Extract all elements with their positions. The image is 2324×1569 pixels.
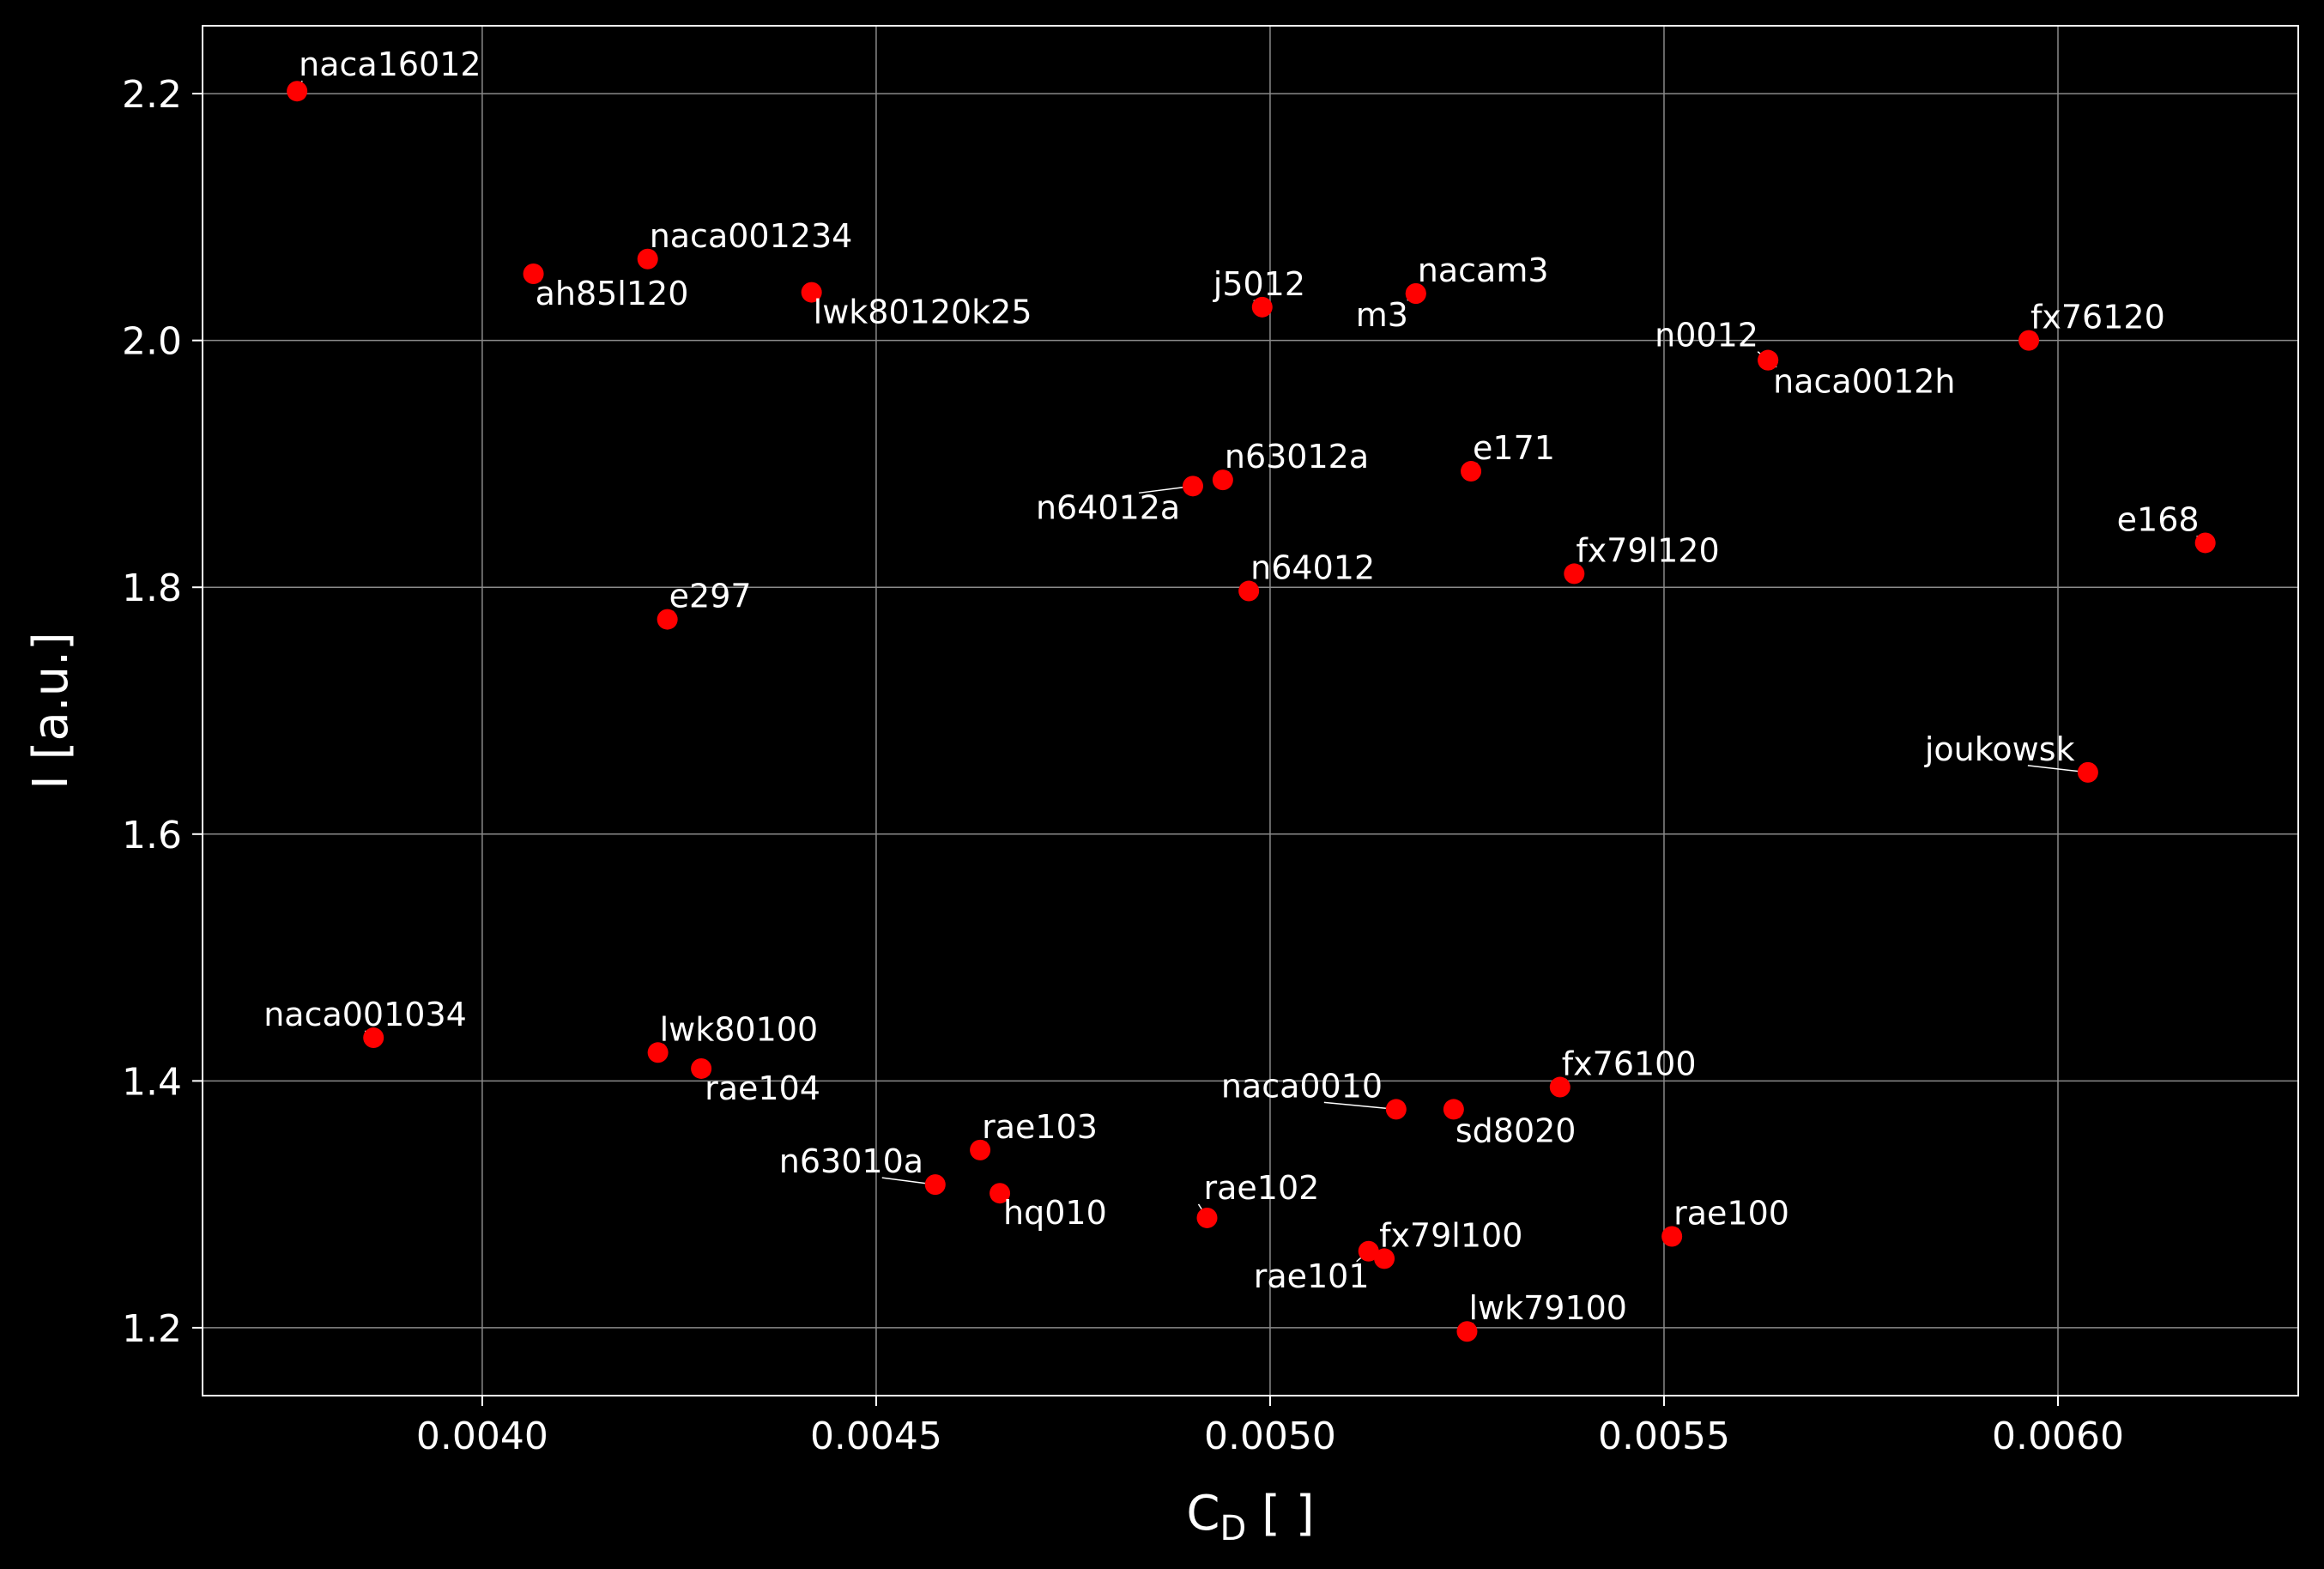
data-point [924, 1174, 946, 1196]
data-point [1182, 476, 1203, 497]
data-point [2018, 330, 2040, 351]
point-label: e171 [1473, 429, 1555, 467]
label-arrow [1407, 299, 1408, 301]
point-label: n0012 [1655, 317, 1758, 354]
point-label: fx76100 [1562, 1045, 1697, 1083]
point-label: rae104 [705, 1069, 820, 1107]
label-arrow [881, 1177, 925, 1184]
x-tick-label: 0.0045 [810, 1415, 942, 1458]
point-label: fx79l100 [1379, 1216, 1522, 1254]
point-label: naca16012 [299, 45, 481, 83]
data-point [2077, 761, 2098, 783]
point-label: rae100 [1673, 1195, 1789, 1233]
point-label: e297 [669, 578, 752, 615]
label-arrow [1356, 1257, 1362, 1263]
data-point [1405, 283, 1426, 305]
x-axis-label-suffix: [ ] [1246, 1486, 1314, 1542]
point-label: n63010a [779, 1142, 923, 1180]
data-point [523, 264, 544, 285]
point-label: rae102 [1204, 1169, 1320, 1207]
data-point [1461, 461, 1482, 482]
point-label: lwk79100 [1468, 1289, 1627, 1327]
point-label: e168 [2117, 500, 2200, 538]
point-labels: naca16012 ah85l120 naca001234 lwk80120k25 j5… [263, 45, 2199, 1327]
point-label: n64012 [1250, 549, 1375, 587]
y-tick-label: 1.4 [122, 1060, 182, 1104]
point-label: fx79l120 [1576, 531, 1719, 569]
data-point [1196, 1207, 1218, 1228]
data-point [1385, 1099, 1407, 1120]
data-point [1456, 1321, 1478, 1342]
x-tick-label: 0.0055 [1598, 1415, 1730, 1458]
point-label: sd8020 [1456, 1112, 1577, 1149]
x-axis-label-main: C [1186, 1486, 1219, 1542]
point-label: naca0010 [1221, 1067, 1383, 1105]
data-point [1238, 580, 1260, 602]
axis-ticks: 0.0040 0.0045 0.0050 0.0055 0.0060 1.2 1.4 1.6 1… [122, 73, 2124, 1458]
y-tick-label: 1.6 [122, 814, 182, 857]
label-arrow [1138, 487, 1183, 494]
data-point [647, 1042, 669, 1063]
point-label: nacam3 [1418, 251, 1549, 289]
data-point [2194, 532, 2216, 554]
data-point [1758, 349, 1779, 371]
plot-frame [202, 25, 2299, 1396]
point-label: j5012 [1213, 265, 1305, 303]
label-arrow [1757, 351, 1761, 354]
label-arrow [2027, 765, 2079, 772]
x-axis-label-subscript: D [1220, 1509, 1247, 1548]
data-point [1251, 296, 1273, 318]
data-point [801, 282, 822, 303]
data-point [1549, 1076, 1571, 1098]
x-tick-label: 0.0060 [1992, 1415, 2124, 1458]
data-point [1212, 469, 1233, 491]
data-point [1564, 563, 1585, 585]
point-label: joukowsk [1924, 730, 2075, 768]
data-point [1358, 1240, 1379, 1262]
point-label: n63012a [1225, 438, 1369, 476]
y-tick-label: 1.2 [122, 1307, 182, 1351]
point-label: naca001234 [650, 217, 853, 255]
point-label: m3 [1356, 296, 1408, 334]
data-point [1661, 1226, 1683, 1247]
point-label: n64012a [1036, 488, 1180, 526]
label-arrow [1197, 1203, 1202, 1210]
data-point [691, 1057, 712, 1079]
point-label: naca0012h [1773, 363, 1955, 401]
label-arrow [364, 1030, 366, 1033]
data-point [637, 248, 658, 270]
point-label: rae103 [982, 1108, 1098, 1146]
label-arrow [1323, 1101, 1386, 1110]
data-point [990, 1183, 1011, 1204]
x-axis-label: CD [ ] [1186, 1486, 1314, 1548]
point-label: naca001034 [263, 996, 467, 1033]
data-point [363, 1027, 384, 1049]
data-point [657, 609, 678, 630]
x-tick-label: 0.0040 [416, 1415, 548, 1458]
data-point [970, 1139, 991, 1160]
data-points [287, 81, 2216, 1342]
point-label: fx76120 [2030, 299, 2165, 336]
point-label: ah85l120 [536, 275, 689, 312]
data-point [1443, 1099, 1464, 1120]
data-point [287, 81, 308, 102]
label-arrow [1253, 300, 1255, 301]
y-tick-label: 1.8 [122, 566, 182, 610]
y-tick-label: 2.2 [122, 73, 182, 117]
point-label: hq010 [1003, 1194, 1107, 1232]
y-tick-label: 2.0 [122, 320, 182, 364]
point-label: rae101 [1254, 1257, 1370, 1295]
label-arrow [300, 80, 303, 82]
point-label: lwk80120k25 [814, 294, 1032, 331]
point-label: lwk80100 [660, 1010, 819, 1048]
x-tick-label: 0.0050 [1204, 1415, 1336, 1458]
data-point [1374, 1248, 1395, 1269]
y-axis-label: I [a.u.] [23, 632, 79, 789]
